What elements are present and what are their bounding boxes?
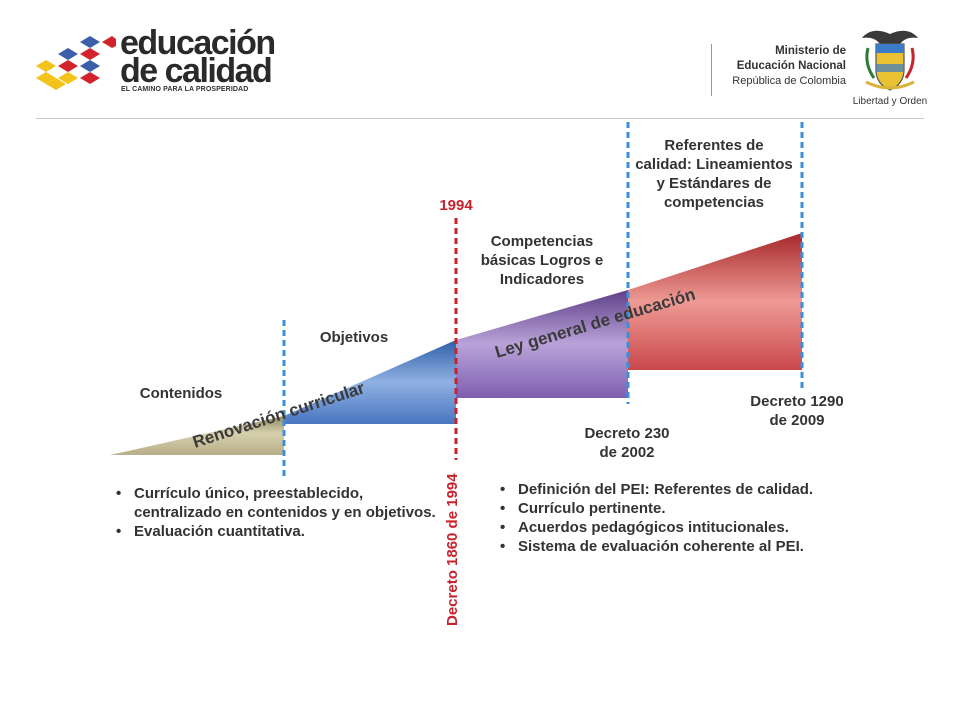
list-item: Acuerdos pedagógicos intitucionales.: [496, 518, 856, 537]
header-rule: [36, 118, 924, 119]
header-divider: [711, 44, 712, 96]
segment-referentes: [628, 233, 802, 370]
list-item: Currículo único, preestablecido, central…: [112, 484, 442, 522]
decreto-1290-line1: Decreto 1290: [750, 393, 844, 410]
list-item: Definición del PEI: Referentes de calida…: [496, 480, 856, 499]
decreto-230-line1: Decreto 230: [584, 425, 670, 442]
stage-label-referentes: Referentes de calidad: Lineamientos y Es…: [635, 137, 793, 211]
segment-objetivos: [284, 340, 456, 424]
decreto-1860-label: Decreto 1860 de 1994: [444, 473, 461, 626]
segment-competencias: [456, 290, 628, 398]
logo-text-de-calidad: de calidad: [120, 52, 273, 90]
list-item: Evaluación cuantitativa.: [112, 522, 442, 541]
decreto-1290-line2: de 2009: [769, 412, 825, 429]
bullets-left: Currículo único, preestablecido, central…: [112, 484, 442, 541]
decreto-230-line2: de 2002: [599, 444, 655, 461]
colombia-coat-of-arms-icon: [862, 30, 918, 91]
ministry-country: República de Colombia: [732, 75, 846, 87]
segment-contenidos: [110, 416, 284, 455]
list-item: Sistema de evaluación coherente al PEI.: [496, 537, 856, 556]
logo-text-educacion: educación: [120, 24, 276, 62]
stage-label-objetivos: Objetivos: [319, 329, 389, 346]
ministry-name-line2: Educación Nacional: [736, 60, 846, 72]
crest-motto: Libertad y Orden: [852, 96, 928, 107]
decreto-230-label: Decreto 230 de 2002: [552, 424, 702, 462]
logo-slogan: EL CAMINO PARA LA PROSPERIDAD: [121, 86, 249, 93]
year-1994-label: 1994: [439, 197, 473, 214]
stage-label-competencias: Competencias básicas Logros e Indicadore…: [480, 233, 604, 288]
logo-cubes-icon: [36, 36, 116, 90]
stage-label-contenidos: Contenidos: [139, 385, 223, 402]
bullets-right: Definición del PEI: Referentes de calida…: [496, 480, 856, 556]
decreto-1290-label: Decreto 1290 de 2009: [722, 392, 872, 430]
ministry-name-line1: Ministerio de: [775, 45, 846, 57]
list-item: Currículo pertinente.: [496, 499, 856, 518]
